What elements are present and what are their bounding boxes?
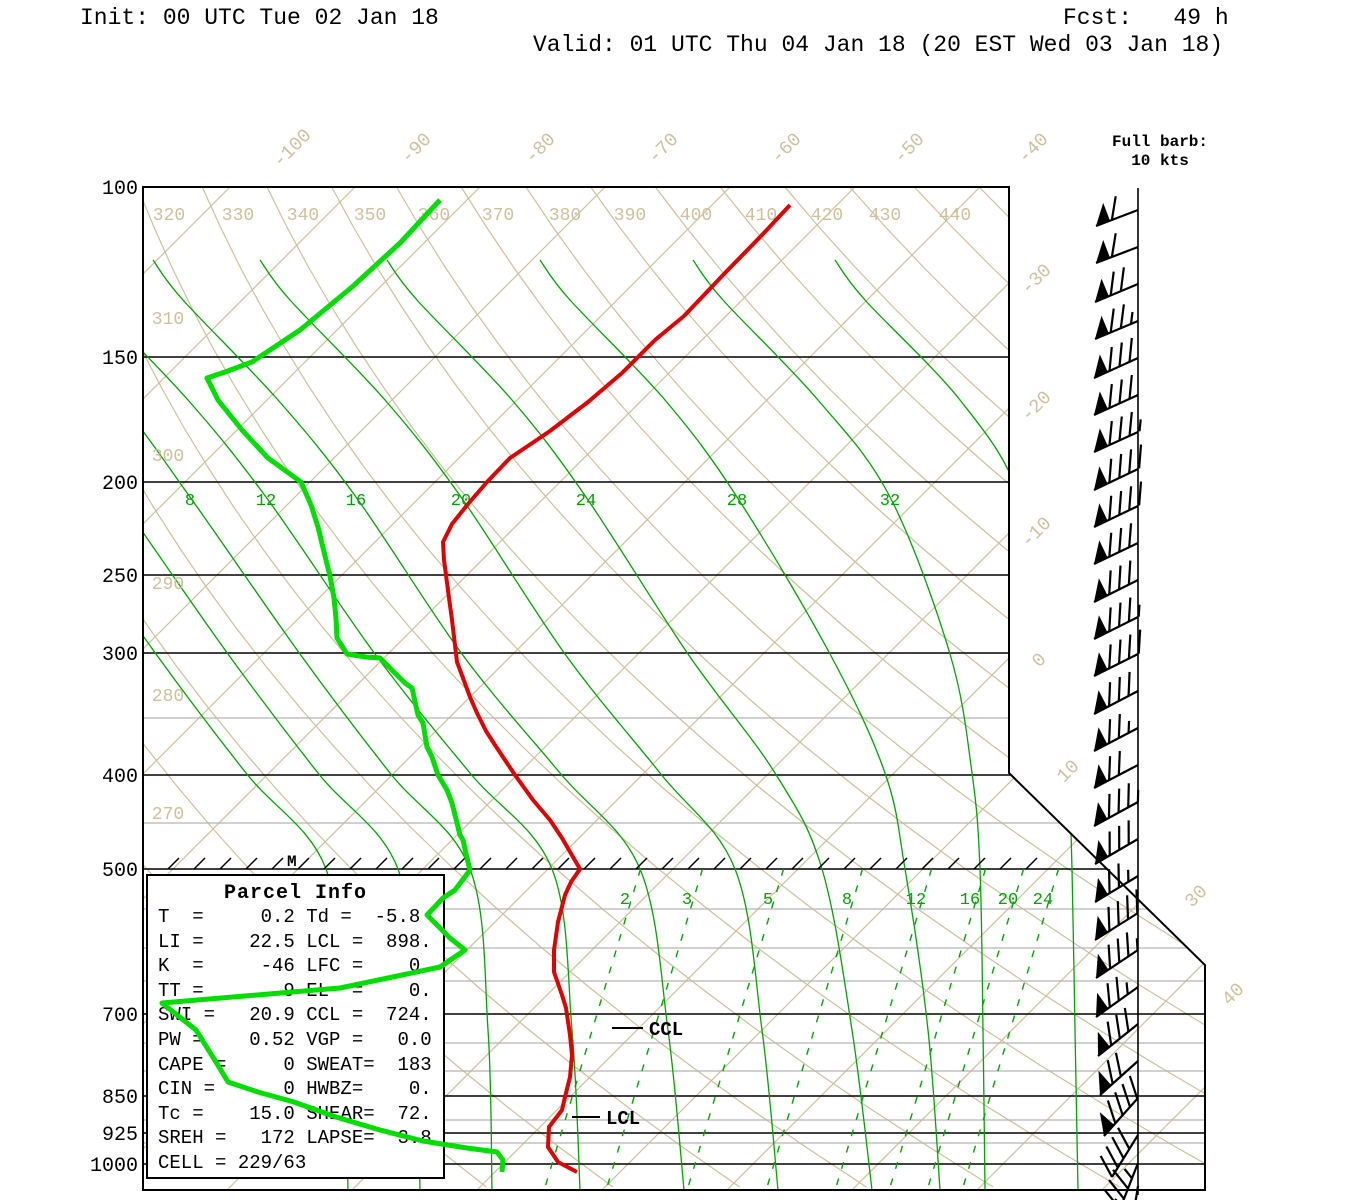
svg-text:2: 2: [620, 891, 630, 910]
svg-text:-40: -40: [1014, 129, 1054, 169]
svg-text:440: 440: [939, 206, 971, 226]
parcel-info-line: LI = 22.5 LCL = 898.: [158, 930, 432, 953]
svg-text:500: 500: [102, 860, 138, 883]
valid-time-label: Valid: 01 UTC Thu 04 Jan 18 (20 EST Wed …: [533, 32, 1224, 58]
svg-text:1000: 1000: [90, 1155, 138, 1178]
svg-text:370: 370: [482, 206, 514, 226]
parcel-info-line: CELL = 229/63: [158, 1151, 307, 1174]
parcel-info-line: CAPE = 0 SWEAT= 183: [158, 1053, 432, 1076]
plot-border: [142, 186, 1206, 1191]
parcel-info-title: Parcel Info: [223, 882, 368, 905]
forecast-hour-label: Fcst: 49 h: [1063, 5, 1229, 31]
svg-text:10: 10: [1053, 756, 1085, 788]
parcel-info-rows: T = 0.2 Td = -5.8 LI = 22.5 LCL = 898. K =…: [148, 905, 443, 1176]
svg-text:925: 925: [102, 1124, 138, 1147]
svg-text:340: 340: [287, 206, 319, 226]
parcel-info-line: TT = 9 EL = 0.: [158, 979, 432, 1002]
svg-text:-70: -70: [644, 129, 684, 169]
svg-text:300: 300: [102, 644, 138, 667]
svg-text:100: 100: [102, 178, 138, 201]
svg-text:310: 310: [152, 310, 184, 330]
svg-text:40: 40: [1218, 979, 1250, 1011]
svg-text:350: 350: [354, 206, 386, 226]
parcel-info-line: SWI = 20.9 CCL = 724.: [158, 1004, 432, 1027]
parcel-info-line: K = -46 LFC = 0.: [158, 955, 432, 978]
svg-text:20: 20: [451, 492, 471, 511]
svg-text:0: 0: [1028, 649, 1052, 673]
svg-text:430: 430: [869, 206, 901, 226]
svg-text:8: 8: [842, 891, 852, 910]
svg-text:12: 12: [906, 891, 926, 910]
parcel-info-line: PW = 0.52 VGP = 0.0: [158, 1028, 432, 1051]
svg-text:280: 280: [152, 687, 184, 707]
svg-text:16: 16: [960, 891, 980, 910]
svg-text:390: 390: [614, 206, 646, 226]
svg-text:-20: -20: [1017, 387, 1057, 427]
svg-text:420: 420: [811, 206, 843, 226]
svg-text:-100: -100: [269, 125, 317, 173]
svg-text:700: 700: [102, 1005, 138, 1028]
svg-text:28: 28: [727, 492, 747, 511]
parcel-info-line: SREH = 172 LAPSE= 3.8: [158, 1127, 432, 1150]
parcel-info-line: Tc = 15.0 SHEAR= 72.: [158, 1102, 432, 1125]
svg-text:-90: -90: [397, 129, 437, 169]
svg-text:-80: -80: [521, 129, 561, 169]
svg-text:24: 24: [1033, 891, 1053, 910]
svg-text:-50: -50: [890, 129, 930, 169]
init-time-label: Init: 00 UTC Tue 02 Jan 18: [80, 5, 439, 31]
parcel-info-box: Parcel Info T = 0.2 Td = -5.8 LI = 22.5 L…: [146, 874, 445, 1179]
svg-text:380: 380: [549, 206, 581, 226]
svg-text:360: 360: [418, 206, 450, 226]
svg-text:400: 400: [102, 766, 138, 789]
svg-text:410: 410: [745, 206, 777, 226]
svg-text:-10: -10: [1017, 513, 1057, 553]
svg-text:850: 850: [102, 1087, 138, 1110]
svg-text:12: 12: [256, 492, 276, 511]
svg-text:-30: -30: [1017, 260, 1057, 300]
parcel-info-line: T = 0.2 Td = -5.8: [158, 906, 421, 928]
svg-text:290: 290: [152, 575, 184, 595]
wind-barb-legend: Full barb: 10 kts: [1111, 133, 1208, 170]
svg-text:5: 5: [763, 891, 773, 910]
svg-text:270: 270: [152, 805, 184, 825]
svg-text:24: 24: [576, 492, 596, 511]
svg-text:-60: -60: [767, 129, 807, 169]
svg-text:320: 320: [153, 206, 185, 226]
svg-text:330: 330: [222, 206, 254, 226]
svg-text:200: 200: [102, 473, 138, 496]
freezing-hatch-line: [167, 857, 1038, 870]
svg-text:8: 8: [185, 492, 195, 511]
svg-text:150: 150: [102, 348, 138, 371]
svg-text:16: 16: [346, 492, 366, 511]
svg-text:300: 300: [152, 447, 184, 467]
svg-text:20: 20: [998, 891, 1018, 910]
svg-text:250: 250: [102, 566, 138, 589]
svg-text:30: 30: [1181, 881, 1213, 913]
svg-text:32: 32: [880, 492, 900, 511]
svg-text:400: 400: [680, 206, 712, 226]
svg-text:3: 3: [682, 891, 692, 910]
parcel-info-line: CIN = 0 HWBZ= 0.: [158, 1078, 432, 1101]
